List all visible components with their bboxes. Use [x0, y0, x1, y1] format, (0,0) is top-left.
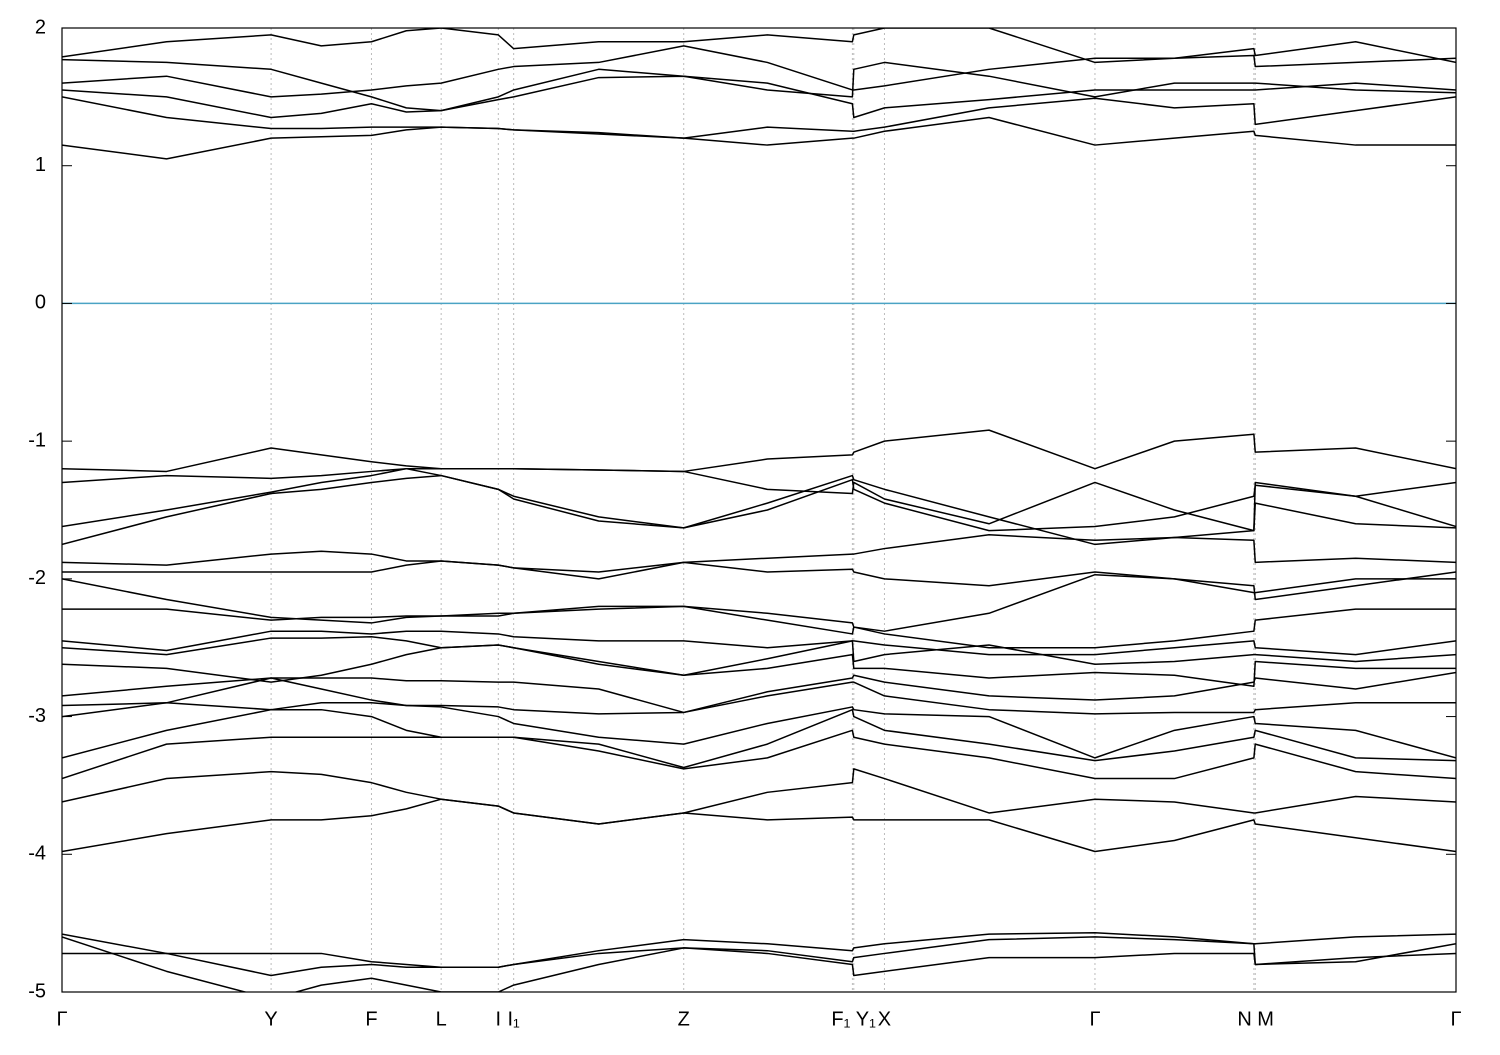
- band-line: [62, 45, 1456, 98]
- band-line: [62, 798, 1456, 853]
- x-tick-label: M: [1257, 1008, 1274, 1030]
- band-line: [62, 28, 1456, 64]
- x-tick-label: Γ: [1089, 1008, 1100, 1030]
- band-line: [62, 932, 1456, 968]
- x-tick-label: I: [496, 1008, 502, 1030]
- band-line: [62, 467, 1456, 532]
- band-line: [62, 936, 1456, 992]
- x-tick-label: N: [1237, 1008, 1251, 1030]
- band-line: [62, 474, 1456, 546]
- band-line: [62, 467, 1456, 532]
- band-line: [62, 605, 1456, 649]
- y-tick-label: -2: [28, 567, 46, 589]
- x-tick-label: L: [436, 1008, 447, 1030]
- band-line: [62, 768, 1456, 825]
- band-line: [62, 560, 1456, 601]
- y-tick-label: 0: [35, 292, 46, 314]
- x-tick-label: Γ: [1450, 1008, 1461, 1030]
- y-tick-label: -5: [28, 980, 46, 1002]
- y-tick-label: -4: [28, 843, 46, 865]
- band-line: [62, 681, 1456, 715]
- y-tick-label: 2: [35, 16, 46, 38]
- band-line: [62, 573, 1456, 632]
- x-tick-label: Γ: [56, 1008, 67, 1030]
- plot-frame: [61, 27, 1457, 993]
- x-tick-label: Y₁: [856, 1008, 876, 1030]
- y-tick-label: 1: [35, 154, 46, 176]
- band-line: [62, 630, 1456, 656]
- band-line: [62, 677, 1456, 759]
- band-line: [62, 58, 1456, 112]
- band-line: [62, 729, 1456, 780]
- x-tick-label: F₁: [831, 1008, 850, 1030]
- band-line: [62, 96, 1456, 139]
- x-tick-label: Y: [264, 1008, 277, 1030]
- x-tick-label: I₁: [507, 1008, 520, 1030]
- band-line: [62, 644, 1456, 688]
- x-tick-label: F: [365, 1008, 377, 1030]
- labels: -5 -4 -3 -2 -1 0 1 2 Γ Y F L I I₁ Z F₁ Y₁ X Γ N M Γ: [28, 16, 1461, 1030]
- y-tick-label: -3: [28, 705, 46, 727]
- grid: [270, 28, 1256, 992]
- band-line: [62, 429, 1456, 473]
- band-line: [62, 75, 1456, 119]
- x-tick-label: Z: [678, 1008, 690, 1030]
- band-line: [62, 116, 1456, 160]
- x-tick-label: X: [878, 1008, 891, 1030]
- band-line: [62, 534, 1456, 580]
- band-line: [62, 936, 1456, 977]
- band-line: [62, 671, 1456, 714]
- band-line: [62, 708, 1456, 769]
- bands: [62, 28, 1456, 992]
- y-tick-label: -1: [28, 429, 46, 451]
- band-line: [62, 635, 1456, 677]
